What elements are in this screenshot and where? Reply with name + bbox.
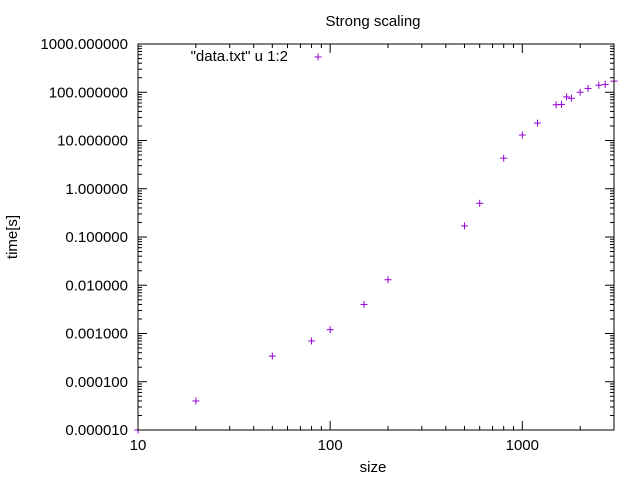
data-point [558, 100, 566, 108]
data-point [360, 300, 368, 308]
data-point [567, 94, 575, 102]
data-point [595, 81, 603, 89]
data-point [500, 154, 508, 162]
data-point [268, 352, 276, 360]
data-point [326, 326, 334, 334]
y-tick-label: 100.000000 [49, 84, 128, 101]
y-tick-label: 0.001000 [65, 326, 128, 343]
chart-title: Strong scaling [325, 13, 420, 30]
y-tick-label: 0.010000 [65, 277, 128, 294]
data-point [384, 276, 392, 284]
y-tick-label: 1.000000 [65, 181, 128, 198]
data-points [134, 77, 618, 434]
legend-plus-icon [314, 53, 322, 61]
data-point [460, 222, 468, 230]
data-point [534, 119, 542, 127]
x-tick-label: 100 [318, 437, 343, 454]
y-tick-label: 0.100000 [65, 229, 128, 246]
data-point [192, 397, 200, 405]
x-tick-label: 10 [130, 437, 147, 454]
data-point [518, 131, 526, 139]
data-point [584, 84, 592, 92]
x-tick-label: 1000 [506, 437, 539, 454]
data-point [563, 93, 571, 101]
y-tick-label: 0.000100 [65, 374, 128, 391]
data-point [576, 88, 584, 96]
legend-marker [314, 53, 322, 61]
y-tick-label: 1000.000000 [40, 36, 128, 53]
y-axis-label: time[s] [4, 215, 21, 259]
axis-ticks: 0.000010 0.000100 0.001000 0.010000 0.100000… [40, 36, 615, 454]
legend: "data.txt" u 1:2 [191, 48, 322, 65]
legend-label: "data.txt" u 1:2 [191, 48, 288, 65]
plot-frame [137, 43, 615, 431]
y-tick-label: 0.000010 [65, 422, 128, 439]
data-point [308, 337, 316, 345]
y-tick-label: 10.000000 [57, 133, 128, 150]
data-point [476, 199, 484, 207]
data-point [601, 80, 609, 88]
x-axis-label: size [360, 459, 387, 476]
